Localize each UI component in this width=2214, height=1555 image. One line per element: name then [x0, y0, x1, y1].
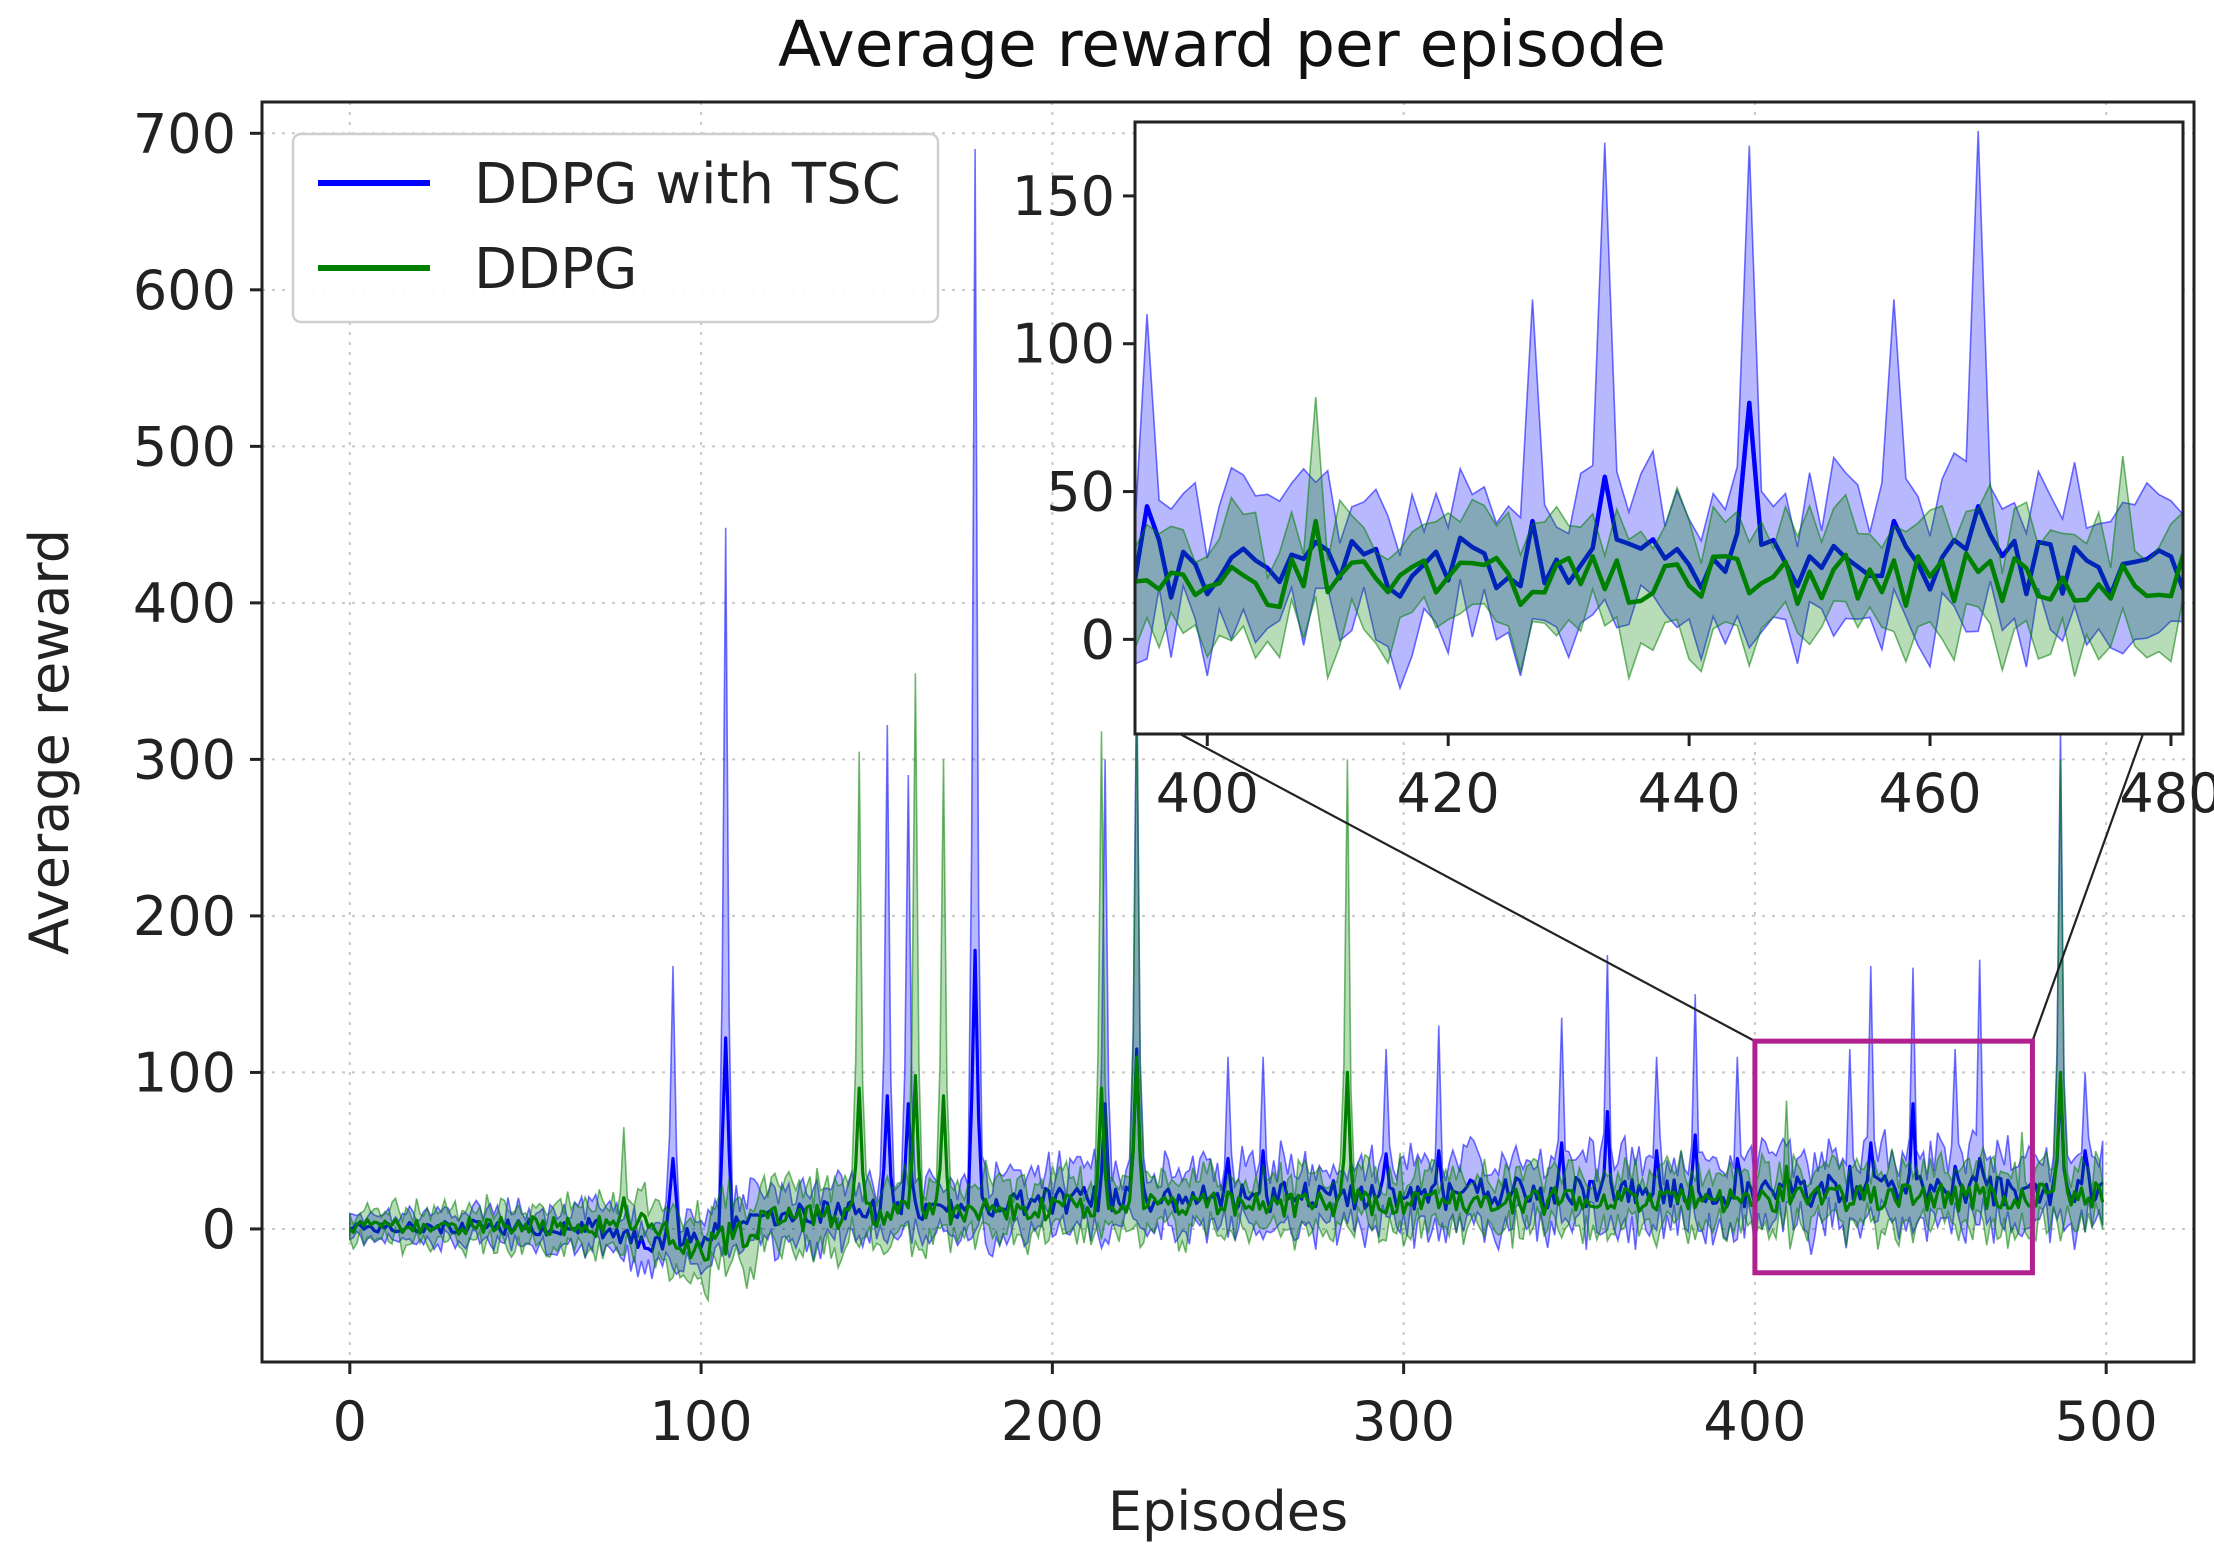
inset-x-tick-label: 480: [2119, 762, 2214, 825]
inset-mean-line-ddpg: [1135, 518, 2183, 610]
y-axis-label: Average reward: [18, 529, 81, 955]
inset-x-axis-ticks: 400 420 440 460 480: [1156, 734, 2214, 825]
y-tick-label: 200: [133, 885, 236, 948]
inset-x-tick-label: 460: [1878, 762, 1981, 825]
y-tick-label: 400: [133, 572, 236, 635]
inset-x-tick-label: 420: [1397, 762, 1500, 825]
inset-band-ddpg-with-tsc: [1135, 130, 2183, 691]
x-tick-label: 500: [2055, 1390, 2158, 1453]
inset-plot: 400 420 440 460 480 0 50 100 150: [1012, 120, 2214, 825]
inset-y-axis-ticks: 0 50 100 150: [1012, 165, 1135, 671]
main-series-layer: [348, 148, 2105, 1304]
inset-band-ddpg: [1135, 396, 2183, 682]
chart-title: Average reward per episode: [778, 8, 1666, 81]
inset-x-tick-label: 400: [1156, 762, 1259, 825]
y-tick-label: 0: [202, 1198, 236, 1261]
main-plot-frame: [260, 100, 2196, 1364]
main-band-ddpg: [349, 673, 2104, 1304]
main-x-axis-ticks: 0 100 200 300 400 500: [333, 1362, 2158, 1453]
inset-y-tick-label: 150: [1012, 165, 1115, 228]
inset-plot-frame: [1133, 120, 2185, 736]
zoom-connector-right: [2031, 733, 2145, 1042]
legend-label-ddpg: DDPG: [474, 237, 637, 302]
x-tick-label: 100: [650, 1390, 753, 1453]
inset-y-tick-label: 0: [1081, 608, 1115, 671]
legend-label-ddpg-with-tsc: DDPG with TSC: [474, 152, 901, 217]
x-axis-label: Episodes: [1108, 1480, 1348, 1543]
x-tick-label: 300: [1352, 1390, 1455, 1453]
zoom-connector-left: [1179, 733, 1756, 1043]
inset-y-tick-label: 100: [1012, 313, 1115, 376]
main-mean-line-ddpg: [348, 1055, 2105, 1262]
zoom-region-box: [1752, 1038, 2035, 1276]
legend-box: [291, 132, 940, 324]
zoom-indicator: [1179, 733, 2145, 1276]
inset-series-layer: [1135, 130, 2183, 691]
main-y-axis-ticks: 0 100 200 300 400 500 600 700: [133, 102, 262, 1261]
inset-y-tick-label: 50: [1046, 461, 1115, 524]
legend: DDPG with TSC DDPG: [291, 132, 940, 324]
x-tick-label: 0: [333, 1390, 367, 1453]
y-tick-label: 500: [133, 415, 236, 478]
inset-x-tick-label: 440: [1638, 762, 1741, 825]
x-tick-label: 400: [1703, 1390, 1806, 1453]
y-tick-label: 100: [133, 1041, 236, 1104]
inset-plot-area: [1135, 122, 2183, 734]
x-tick-label: 200: [1001, 1390, 1104, 1453]
y-tick-label: 600: [133, 259, 236, 322]
y-tick-label: 700: [133, 102, 236, 165]
inset-mean-line-ddpg-with-tsc: [1135, 400, 2183, 600]
y-tick-label: 300: [133, 728, 236, 791]
